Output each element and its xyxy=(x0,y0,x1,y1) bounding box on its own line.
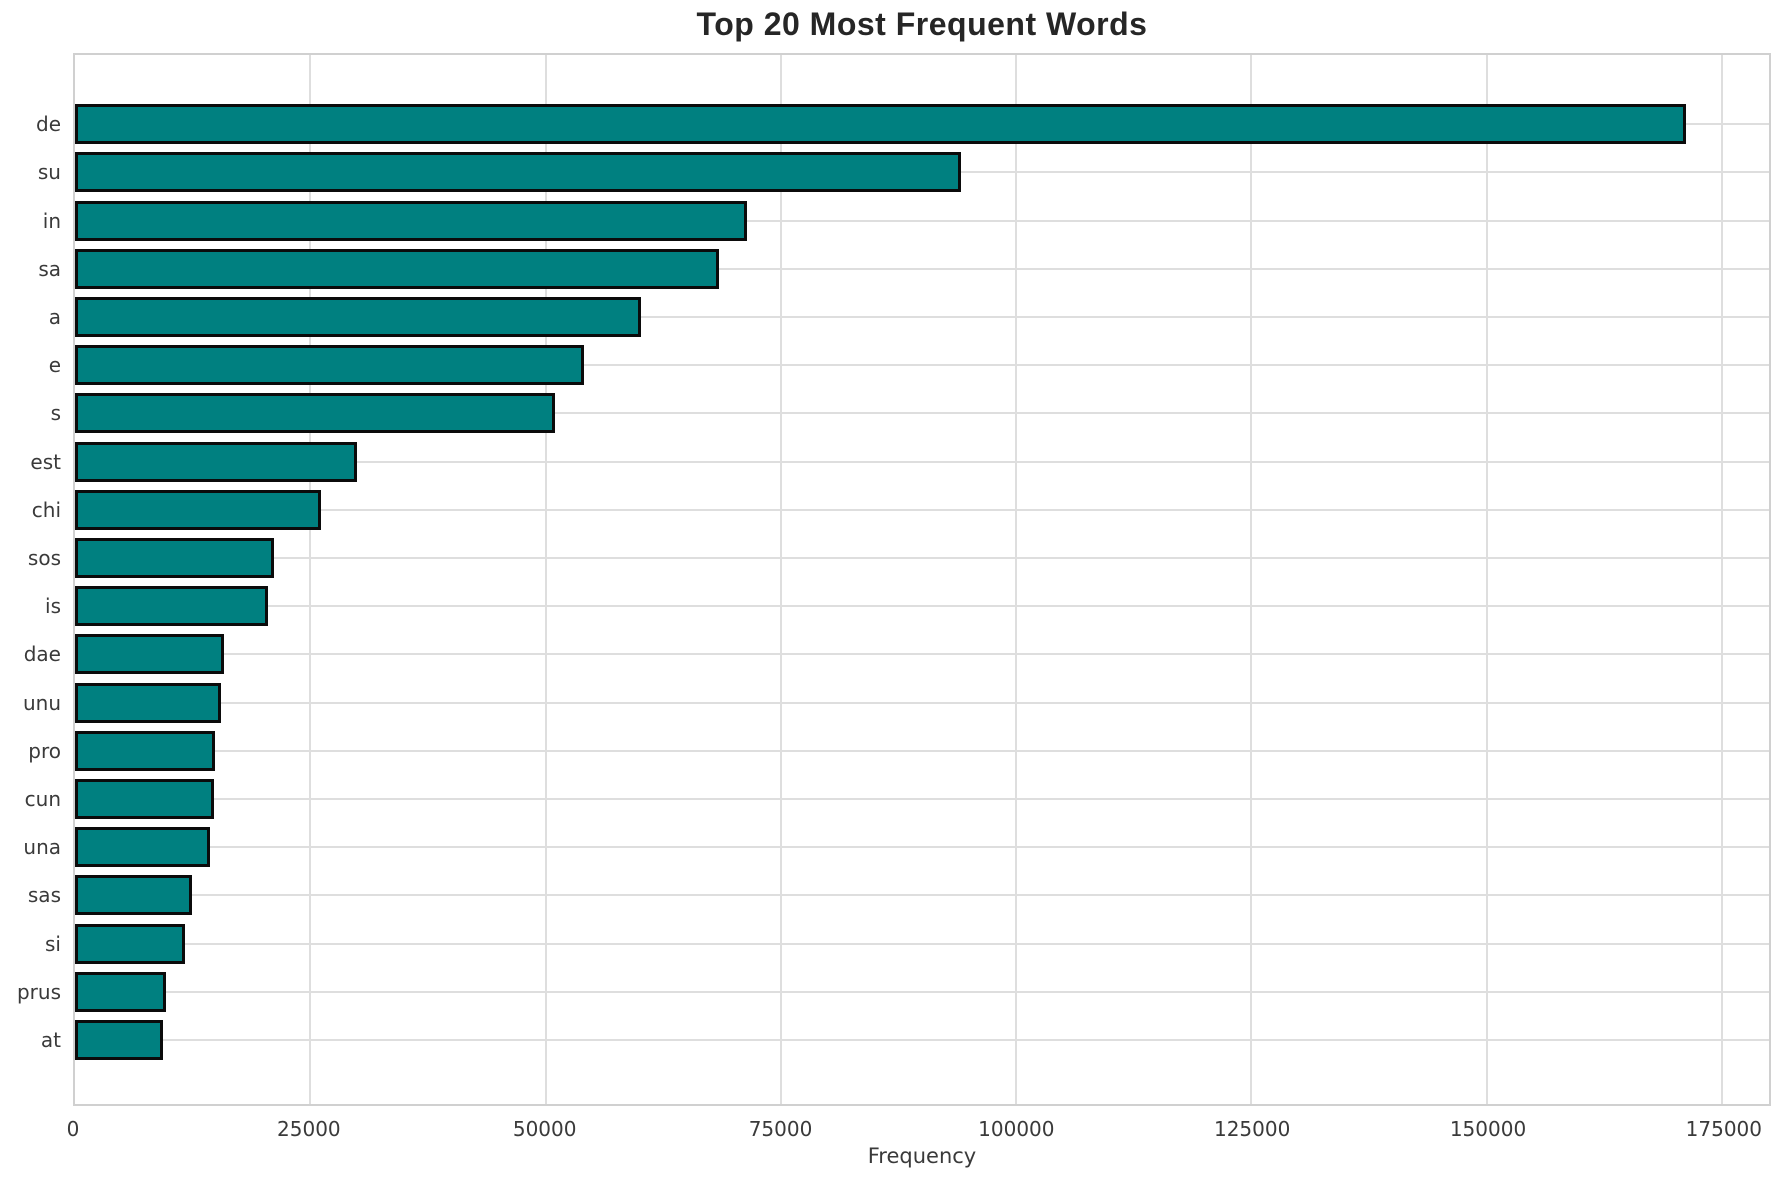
horizontal-gridline xyxy=(75,990,1769,993)
x-tick-label: 75000 xyxy=(748,1117,813,1141)
bar-row: unu xyxy=(23,678,1769,726)
y-tick-label: sas xyxy=(27,883,61,908)
horizontal-gridline xyxy=(75,412,1769,415)
y-tick-label: sa xyxy=(38,256,61,281)
bar-unu xyxy=(75,682,221,723)
vertical-gridline xyxy=(309,55,312,1104)
bar-row: est xyxy=(30,437,1769,485)
vertical-gridline xyxy=(779,55,782,1104)
bar-pro xyxy=(75,730,216,771)
x-axis-label: Frequency xyxy=(867,1144,977,1168)
horizontal-gridline xyxy=(75,749,1769,752)
chart-title: Top 20 Most Frequent Words xyxy=(696,6,1148,42)
y-tick-label: e xyxy=(48,353,61,378)
bar-chi xyxy=(75,489,321,530)
horizontal-gridline xyxy=(75,508,1769,511)
bar-row: una xyxy=(23,823,1769,871)
bar-row: dae xyxy=(24,630,1769,678)
bar-sa xyxy=(75,248,719,289)
vertical-gridline xyxy=(1485,55,1488,1104)
bar-de xyxy=(75,104,1687,145)
vertical-gridline xyxy=(1015,55,1018,1104)
horizontal-gridline xyxy=(75,364,1769,367)
bar-row: at xyxy=(41,1016,1769,1064)
bar-row: in xyxy=(43,196,1769,244)
y-tick-label: una xyxy=(23,835,61,860)
vertical-gridline xyxy=(1250,55,1253,1104)
bar-rows: de su in sa a e s est chi sos is dae unu pro cun una sas… xyxy=(17,55,1769,1104)
y-tick-label: dae xyxy=(23,642,61,667)
bar-cun xyxy=(75,778,215,819)
bar-row: si xyxy=(45,919,1769,967)
y-tick-label: pro xyxy=(28,738,61,763)
bar-s xyxy=(75,393,555,434)
horizontal-gridline xyxy=(75,653,1769,656)
bar-row: a xyxy=(49,293,1769,341)
y-tick-label: at xyxy=(40,1027,61,1052)
bar-row: sas xyxy=(28,871,1769,919)
bar-prus xyxy=(75,971,167,1012)
horizontal-gridline xyxy=(75,219,1769,222)
y-tick-label: est xyxy=(30,449,61,474)
horizontal-gridline xyxy=(75,605,1769,608)
vertical-gridline xyxy=(1720,55,1723,1104)
x-tick-label: 125000 xyxy=(1213,1117,1291,1141)
x-tick-label: 50000 xyxy=(512,1117,577,1141)
bar-si xyxy=(75,923,186,964)
bar-row: s xyxy=(51,389,1769,437)
horizontal-gridline xyxy=(75,701,1769,704)
bar-row: is xyxy=(45,582,1769,630)
bar-sos xyxy=(75,537,274,578)
horizontal-gridline xyxy=(75,556,1769,559)
y-tick-label: prus xyxy=(16,979,61,1004)
y-tick-label: is xyxy=(45,594,61,619)
bar-is xyxy=(75,586,268,627)
y-tick-label: in xyxy=(42,208,61,233)
horizontal-gridline xyxy=(75,1038,1769,1041)
y-tick-label: si xyxy=(45,931,61,956)
bar-row: e xyxy=(49,341,1769,389)
horizontal-gridline xyxy=(75,460,1769,463)
bar-dae xyxy=(75,634,224,675)
bar-sas xyxy=(75,875,192,916)
bar-row: prus xyxy=(17,968,1769,1016)
bar-row: sos xyxy=(28,534,1769,582)
vertical-gridline xyxy=(544,55,547,1104)
bar-est xyxy=(75,441,358,482)
x-tick-label: 0 xyxy=(66,1117,80,1141)
x-tick-label: 25000 xyxy=(277,1117,341,1141)
y-tick-label: a xyxy=(48,304,61,329)
y-tick-label: unu xyxy=(22,690,61,715)
x-tick-label: 175000 xyxy=(1685,1117,1763,1141)
horizontal-gridline xyxy=(75,942,1769,945)
bar-row: pro xyxy=(28,727,1769,775)
y-tick-label: cun xyxy=(24,786,61,811)
x-tick-label: 150000 xyxy=(1449,1117,1527,1141)
x-tick-label: 100000 xyxy=(978,1117,1055,1141)
horizontal-gridline xyxy=(75,797,1769,800)
horizontal-gridline xyxy=(75,846,1769,849)
horizontal-gridline xyxy=(75,894,1769,897)
bar-in xyxy=(75,200,747,241)
bar-row: sa xyxy=(38,245,1769,293)
bar-row: su xyxy=(38,148,1769,196)
bar-una xyxy=(75,827,210,868)
bar-row: cun xyxy=(25,775,1769,823)
bar-e xyxy=(75,345,585,386)
horizontal-gridline xyxy=(75,315,1769,318)
plot-area: de su in sa a e s est chi sos is dae unu pro cun una sas… xyxy=(17,53,1771,1106)
bar-su xyxy=(75,152,961,193)
bar-a xyxy=(75,296,641,337)
bar-row: chi xyxy=(32,486,1769,534)
y-tick-label: de xyxy=(36,112,61,137)
y-tick-label: su xyxy=(37,160,61,185)
y-tick-label: sos xyxy=(27,545,61,570)
y-tick-label: s xyxy=(50,401,61,426)
bar-row: de xyxy=(36,100,1769,148)
bar-at xyxy=(75,1019,164,1060)
y-tick-label: chi xyxy=(31,497,61,522)
horizontal-gridline xyxy=(75,267,1769,270)
